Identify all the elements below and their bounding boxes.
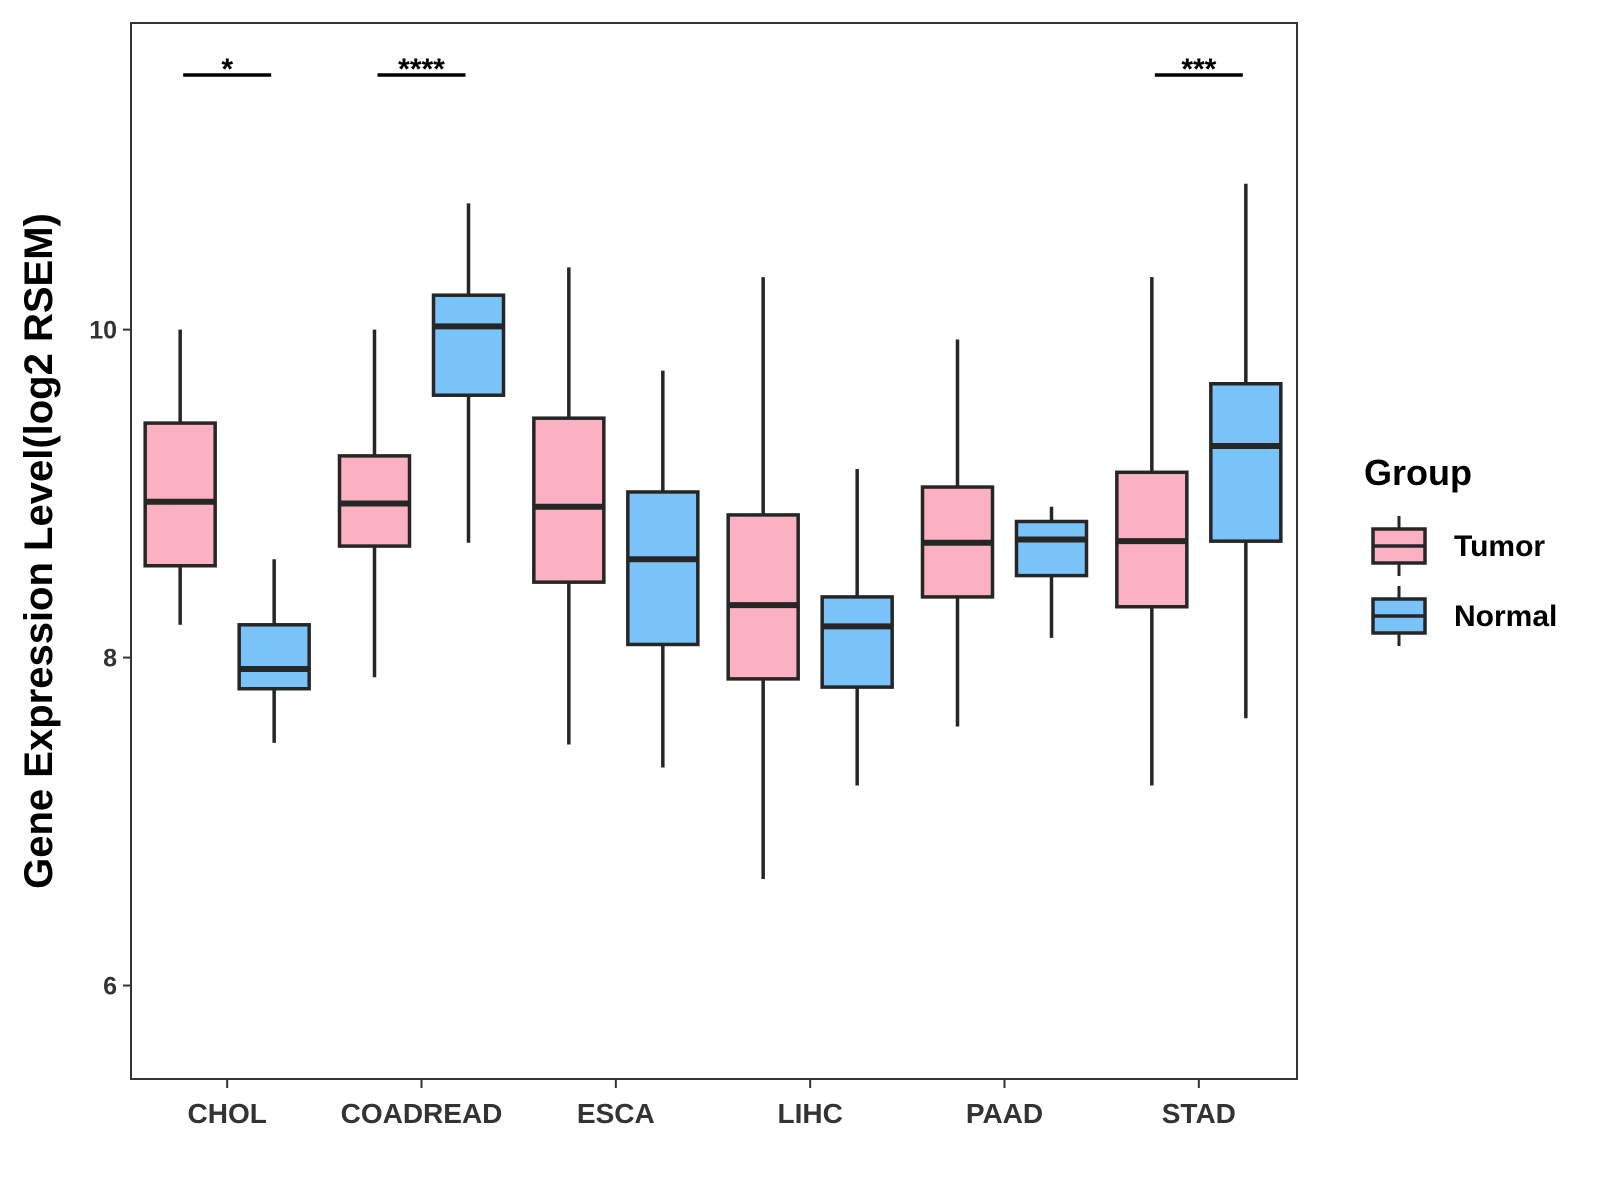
box-iqr (626, 490, 700, 647)
legend-label-tumor: Tumor (1454, 530, 1545, 563)
box-iqr (532, 416, 606, 584)
y-axis-title: Gene Expression Level(log2 RSEM) (17, 213, 61, 889)
box-iqr (1014, 519, 1089, 578)
box-normal-esca (626, 370, 700, 768)
box-tumor-lihc (726, 277, 800, 879)
box-tumor-chol (143, 329, 217, 625)
y-axis: 6 8 10 (89, 317, 131, 1001)
significance-label: *** (1181, 53, 1216, 86)
legend-key-tumor (1371, 516, 1427, 576)
box-tumor-paad (920, 339, 995, 727)
legend-key-normal (1371, 586, 1427, 646)
legend-label-normal: Normal (1454, 600, 1557, 633)
plot-background (130, 22, 1298, 1080)
box-normal-lihc (820, 469, 894, 786)
x-tick-label: CHOL (188, 1098, 267, 1129)
y-tick-label: 6 (103, 973, 117, 1001)
box-normal-stad (1209, 183, 1283, 719)
y-tick-label: 10 (89, 317, 117, 345)
x-tick-label: STAD (1162, 1098, 1236, 1129)
x-tick-label: PAAD (966, 1098, 1043, 1129)
legend-keys (1371, 516, 1427, 646)
x-axis: CHOL COADREAD ESCA LIHC PAAD STAD (188, 1079, 1236, 1129)
box-tumor-esca (532, 267, 606, 745)
x-tick-label: LIHC (778, 1098, 843, 1129)
box-iqr (820, 595, 894, 689)
legend-title: Group (1364, 452, 1472, 493)
box-iqr (237, 623, 311, 691)
box-tumor-coadread (337, 329, 412, 678)
box-normal-chol (237, 559, 311, 743)
box-iqr (726, 513, 800, 681)
significance-annotations: * **** *** (183, 53, 1243, 86)
box-iqr (1209, 381, 1283, 543)
box-normal-coadread (431, 203, 506, 543)
box-iqr (143, 421, 217, 568)
x-tick-label: ESCA (577, 1098, 655, 1129)
significance-label: * (221, 53, 233, 86)
box-iqr (431, 293, 506, 397)
significance-label: **** (398, 53, 445, 86)
legend: Group Tumor Normal (1364, 452, 1557, 646)
x-tick-label: COADREAD (341, 1098, 503, 1129)
box-series (143, 183, 1283, 879)
box-normal-paad (1014, 506, 1089, 638)
y-tick-label: 8 (103, 645, 117, 673)
box-tumor-stad (1115, 277, 1189, 786)
